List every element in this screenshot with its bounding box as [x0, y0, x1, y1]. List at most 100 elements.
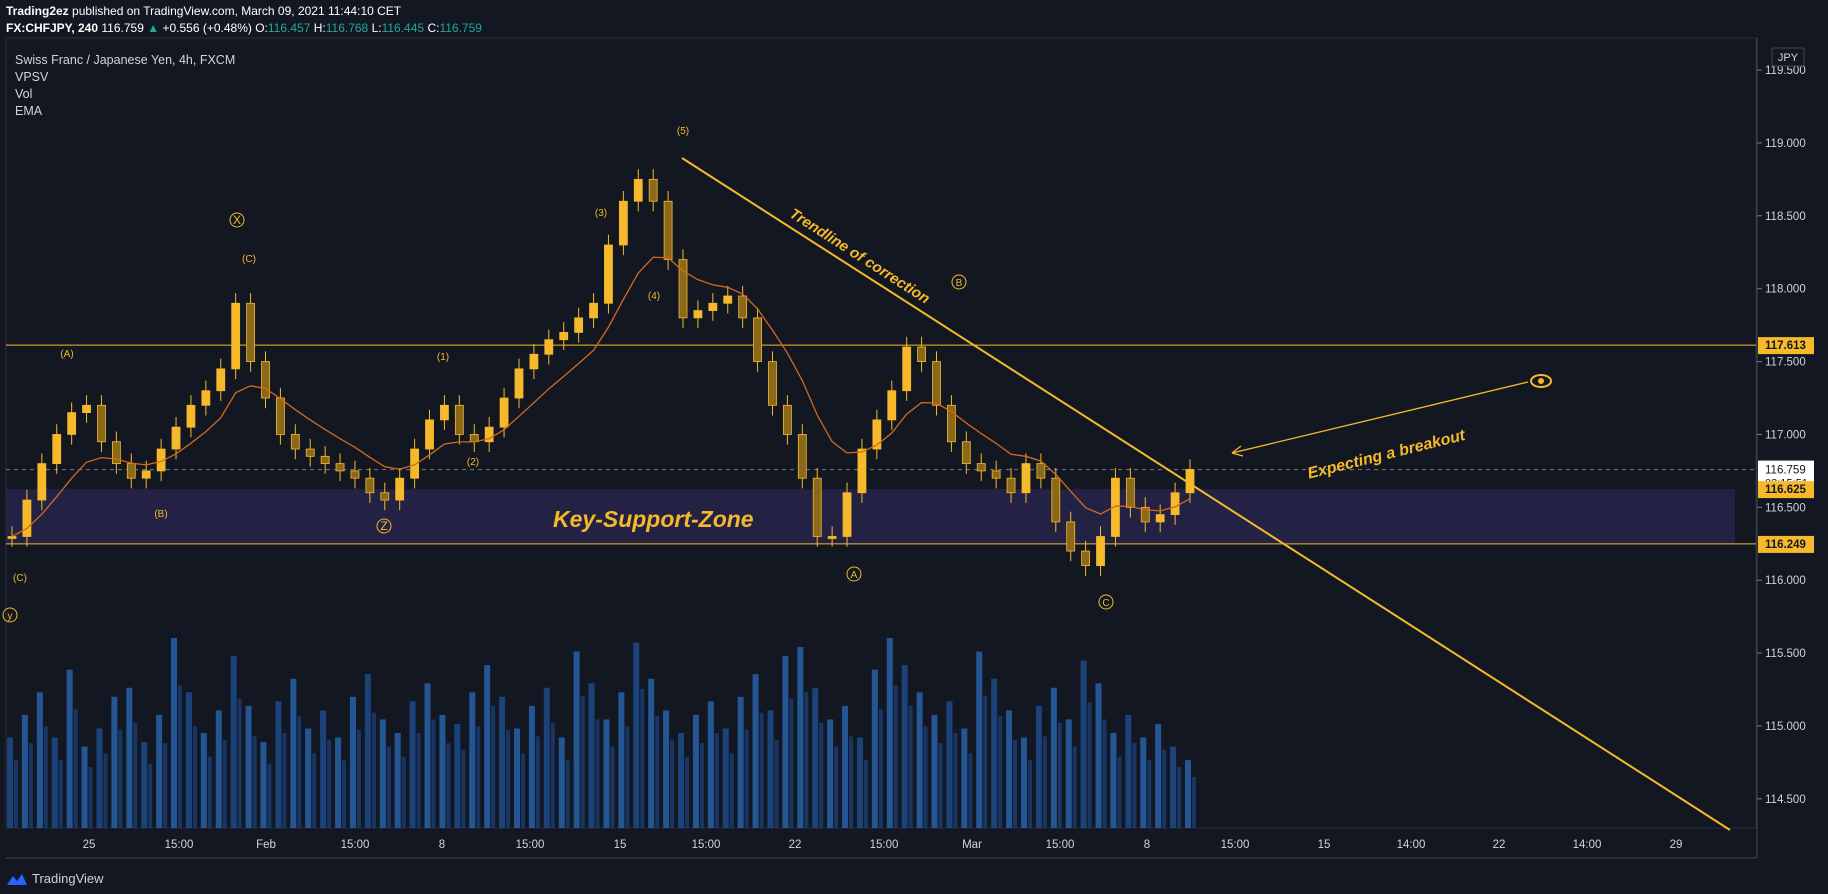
- volume-bar: [625, 726, 630, 828]
- candle-body: [1051, 477, 1061, 523]
- currency-label: JPY: [1778, 52, 1799, 64]
- x-tick-label: 25: [83, 839, 96, 851]
- volume-bar: [21, 714, 28, 828]
- published-text: published on TradingView.com, March 09, …: [72, 4, 402, 18]
- volume-bar: [335, 737, 342, 828]
- volume-bar: [1125, 714, 1132, 828]
- volume-bar: [886, 638, 893, 828]
- candle-body: [917, 346, 926, 362]
- candle-body: [1081, 550, 1091, 567]
- volume-bar: [595, 719, 600, 828]
- candle-body: [37, 463, 47, 501]
- candle-body: [723, 295, 733, 304]
- y-tick-label: 119.000: [1765, 138, 1806, 150]
- candle-body: [559, 332, 569, 341]
- volume-bar: [1057, 722, 1062, 828]
- volume-bar: [178, 685, 183, 828]
- x-tick-label: 15: [614, 839, 627, 851]
- eye-icon: [1530, 374, 1552, 388]
- volume-bar: [454, 723, 461, 828]
- volume-bar: [588, 683, 595, 828]
- volume-bar: [520, 753, 525, 828]
- volume-bar: [729, 753, 734, 828]
- volume-bar: [633, 642, 640, 828]
- volume-bar: [446, 743, 451, 828]
- x-tick-label: 14:00: [1573, 839, 1602, 851]
- volume-bar: [66, 669, 73, 828]
- candle-body: [872, 419, 882, 450]
- wave-label: (5): [677, 126, 689, 137]
- wave-label: (2): [467, 457, 479, 468]
- candle-body: [991, 470, 1001, 479]
- volume-bar: [707, 701, 714, 828]
- legend-item-ema[interactable]: EMA: [15, 104, 43, 118]
- y-tick-label: 117.500: [1765, 357, 1806, 369]
- candle-body: [410, 448, 420, 479]
- volume-bar: [312, 753, 317, 828]
- volume-bar: [282, 733, 287, 828]
- x-tick-label: 15:00: [692, 839, 721, 851]
- author-name[interactable]: Trading2ez: [6, 4, 69, 18]
- volume-bar: [81, 746, 88, 828]
- volume-bar: [416, 733, 421, 828]
- candle-body: [827, 536, 837, 539]
- candle-body: [1021, 463, 1031, 494]
- candle-body: [276, 397, 285, 435]
- volume-bar: [543, 687, 550, 828]
- volume-bar: [320, 710, 327, 828]
- wave-label-circle: [846, 566, 862, 582]
- volume-bar: [819, 722, 824, 828]
- legend-item-vpsv[interactable]: VPSV: [15, 70, 49, 84]
- volume-bar: [1050, 687, 1057, 828]
- up-arrow-icon: ▲: [147, 21, 160, 35]
- volume-bar: [386, 746, 391, 828]
- eye-pupil-icon: [1538, 378, 1544, 384]
- volume-bar: [14, 760, 18, 828]
- y-tick-label: 118.500: [1765, 211, 1806, 223]
- volume-bar: [1117, 756, 1122, 828]
- volume-bar: [618, 692, 625, 828]
- candle-body: [246, 302, 255, 362]
- candle-body: [961, 441, 971, 465]
- volume-bar: [767, 710, 774, 828]
- volume-bar: [275, 701, 282, 828]
- volume-bar: [297, 716, 302, 828]
- candle-body: [186, 404, 196, 428]
- volume-bar: [976, 651, 983, 828]
- volume-bar: [1162, 749, 1167, 828]
- volume-bar: [998, 716, 1003, 828]
- x-tick-label: 15:00: [165, 839, 194, 851]
- y-tick-label: 114.500: [1765, 794, 1806, 806]
- y-tick-label: 115.000: [1765, 721, 1806, 733]
- candle-body: [350, 470, 360, 479]
- volume-bar: [1006, 710, 1013, 828]
- legend-item-vol[interactable]: Vol: [15, 87, 33, 101]
- high-label: H:: [313, 21, 326, 35]
- candle-body: [261, 361, 270, 399]
- volume-bar: [185, 692, 192, 828]
- candle-body: [857, 448, 867, 494]
- candle-body: [365, 477, 375, 494]
- volume-bar: [401, 756, 406, 828]
- trendline: [681, 157, 1731, 831]
- volume-bar: [424, 683, 431, 828]
- candle-body: [887, 390, 897, 421]
- volume-bar: [1192, 777, 1196, 828]
- volume-bar: [685, 756, 690, 828]
- chart-legend: Swiss Franc / Japanese Yen, 4h, FXCM VPS…: [15, 52, 235, 120]
- volume-bar: [133, 722, 138, 828]
- level-price-tag: [1758, 535, 1814, 553]
- candle-body: [574, 317, 584, 333]
- volume-bar: [200, 733, 207, 828]
- level-price-label: 117.613: [1765, 340, 1806, 352]
- candle-body: [82, 404, 91, 413]
- volume-bar: [782, 656, 789, 828]
- breakout-note: Expecting a breakout: [1306, 427, 1468, 483]
- legend-title[interactable]: Swiss Franc / Japanese Yen, 4h, FXCM: [15, 53, 236, 67]
- wave-label: X: [233, 213, 241, 227]
- candle-body: [454, 404, 464, 435]
- volume-bar: [871, 669, 878, 828]
- candle-body: [440, 404, 449, 421]
- footer-branding[interactable]: TradingView: [6, 871, 104, 886]
